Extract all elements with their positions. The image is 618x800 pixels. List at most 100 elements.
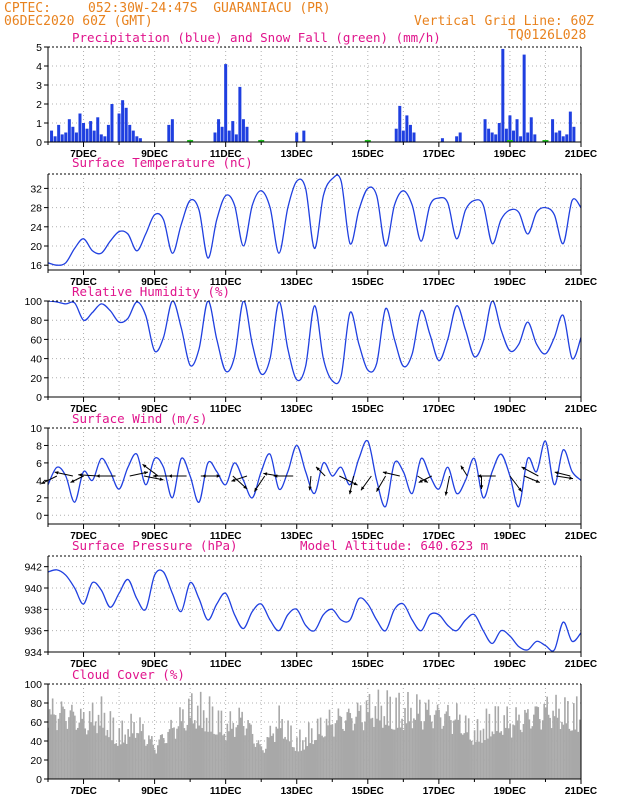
cloud-bar [188,698,190,779]
cloud-bar [358,710,360,779]
cloud-bar [417,713,420,779]
wind-arrow-head [477,474,482,478]
precip-xtick-label: 15DEC [352,149,384,160]
cloud-bar [356,702,359,779]
cloud-bar [204,731,206,779]
cloud-bar [310,728,313,779]
cloud-bar [466,732,468,779]
temp-xtick-label: 7DEC [70,277,97,288]
cloud-bar [562,724,565,779]
temp-ytick-label: 24 [30,222,42,234]
cloud-bar [556,717,559,779]
cloud-bar [54,715,57,779]
wind-arrow-head [70,479,75,483]
precip-bar [74,132,78,142]
cloud-bar [185,730,187,779]
cloud-bar [143,739,146,779]
cloud-bar [281,719,283,779]
precip-bar [526,132,530,142]
precip-bar [405,115,409,142]
precip-xtick-label: 21DEC [565,149,597,160]
cloud-bar [525,712,528,779]
cloud-bar [90,722,92,779]
cloud-bar [498,732,501,779]
cloud-bar [315,739,317,779]
cloud-bar [448,716,451,779]
cloud-bar [257,740,260,779]
cloud-bar [75,729,78,779]
precip-bar [128,124,132,142]
cloud-bar [549,717,551,779]
cloud-bar [330,724,332,779]
cloud-bar [413,718,415,779]
cloud-bar [307,722,310,779]
pressure-xtick-label: 21DEC [565,659,597,670]
cloud-bar [333,736,335,779]
cloud-bar [244,735,246,779]
cloud-bar [127,729,129,779]
precip-bar [135,136,139,142]
cloud-bar [470,740,473,779]
wind-arrow-head [535,479,540,483]
cloud-bar [68,717,70,779]
cloud-bar [503,715,506,779]
cloud-bar [202,710,205,779]
temp-xtick-label: 9DEC [141,277,168,288]
cloud-bar [451,733,454,779]
cloud-ytick-label: 0 [36,774,42,786]
cloud-bar [454,719,457,779]
rh-xtick-label: 13DEC [281,404,313,415]
cloud-bar [445,711,448,779]
pressure-xtick-label: 11DEC [210,659,242,670]
cloud-bar [51,698,54,779]
precip-bar [508,115,512,142]
cloud-title: Cloud Cover (%) [72,667,185,682]
wind-arrow-head [41,480,46,484]
cloud-bar [56,730,58,779]
cloud-bar [442,725,445,779]
wind-arrow-head [168,474,172,478]
cloud-bar [109,711,112,779]
cloud-bar [327,725,329,779]
pressure-ytick-label: 938 [24,604,42,616]
wind-arrow-head [316,466,320,471]
cloud-bar [453,720,455,779]
cloud-bar [220,710,223,779]
rh-ytick-label: 40 [30,354,42,366]
cloud-bar [571,730,574,779]
precip-bar [551,119,555,142]
cloud-bar [299,729,301,779]
cloud-ytick-label: 60 [30,717,42,729]
cloud-bar [509,723,511,779]
cloud-bar [362,730,365,779]
cloud-bar [531,726,534,779]
cloud-bar [87,730,89,779]
pressure-ytick-label: 934 [24,647,42,659]
precip-bar [302,130,306,142]
wind-arrow-head [518,487,522,492]
precip-bar [401,130,405,142]
pressure-panel: 934 936 938 940 942 7DEC 9DEC 11DEC 13DEC 15DEC 17… [24,538,597,670]
cloud-bar [390,728,393,779]
temp-xtick-label: 17DEC [423,277,455,288]
header-run: 06DEC2020 60Z (GMT) [4,14,153,29]
cloud-bar [272,733,275,779]
cloud-bar [189,717,192,779]
cloud-bar [245,728,248,779]
cloud-bar [547,714,550,779]
cloud-bar [380,705,383,779]
pressure-ytick-label: 942 [24,562,42,574]
cloud-bar [515,707,517,779]
cloud-bar [63,709,66,779]
precip-ytick-label: 5 [36,42,42,54]
cloud-bar [233,736,236,779]
precip-bar [412,132,416,142]
rh-ytick-label: 0 [36,392,42,404]
precip-xtick-label: 9DEC [141,149,168,160]
cloud-bar [302,740,304,779]
cloud-bar [81,718,84,779]
precip-bar [231,121,235,142]
precip-bar [295,132,299,142]
precip-bar [96,117,100,142]
rh-xtick-label: 19DEC [494,404,526,415]
